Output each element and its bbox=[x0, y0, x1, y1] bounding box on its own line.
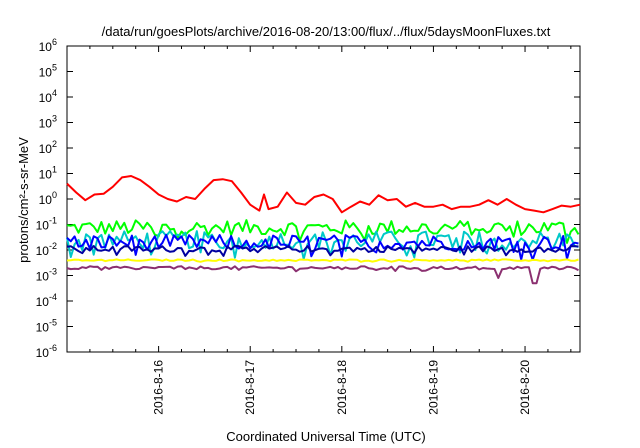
series-line bbox=[66, 175, 581, 214]
x-tick-label: 2016-8-18 bbox=[335, 360, 349, 415]
x-tick-label: 2016-8-20 bbox=[518, 360, 532, 415]
series-layer bbox=[66, 175, 581, 285]
y-tick-label: 10-1 bbox=[36, 216, 57, 233]
series-line bbox=[66, 265, 579, 285]
y-tick-label: 102 bbox=[39, 139, 57, 156]
y-tick-label: 104 bbox=[39, 88, 57, 105]
x-tick-label: 2016-8-16 bbox=[152, 360, 166, 415]
y-tick-label: 10-6 bbox=[36, 343, 57, 360]
x-tick-label: 2016-8-19 bbox=[426, 360, 440, 415]
chart-title: /data/run/goesPlots/archive/2016-08-20/1… bbox=[102, 24, 551, 39]
series-line bbox=[66, 244, 579, 257]
series-line bbox=[66, 219, 580, 244]
y-axis-label: protons/cm²-s-sr-MeV bbox=[16, 137, 31, 263]
y-tick-label: 106 bbox=[39, 37, 57, 54]
y-tick-label: 101 bbox=[39, 165, 57, 182]
y-tick-label: 100 bbox=[39, 190, 57, 207]
series-line bbox=[66, 258, 579, 263]
series-line bbox=[66, 230, 579, 260]
y-tick-label: 10-4 bbox=[36, 292, 57, 309]
y-tick-label: 103 bbox=[39, 114, 57, 131]
y-axis: 10-6 10-5 10-4 10-3 10-2 10-1 100 101 102 103 104 1… bbox=[36, 37, 580, 360]
x-tick-label: 2016-8-17 bbox=[243, 360, 257, 415]
y-tick-label: 10-5 bbox=[36, 318, 57, 335]
x-axis: 2016-8-16 2016-8-17 2016-8-18 2016-8-19 2016… bbox=[66, 46, 572, 415]
y-tick-label: 10-3 bbox=[36, 267, 57, 284]
series-line bbox=[66, 233, 579, 261]
x-axis-label: Coordinated Universal Time (UTC) bbox=[226, 429, 425, 444]
y-tick-label: 105 bbox=[39, 63, 57, 80]
y-tick-label: 10-2 bbox=[36, 241, 57, 258]
plot-frame bbox=[66, 45, 581, 353]
